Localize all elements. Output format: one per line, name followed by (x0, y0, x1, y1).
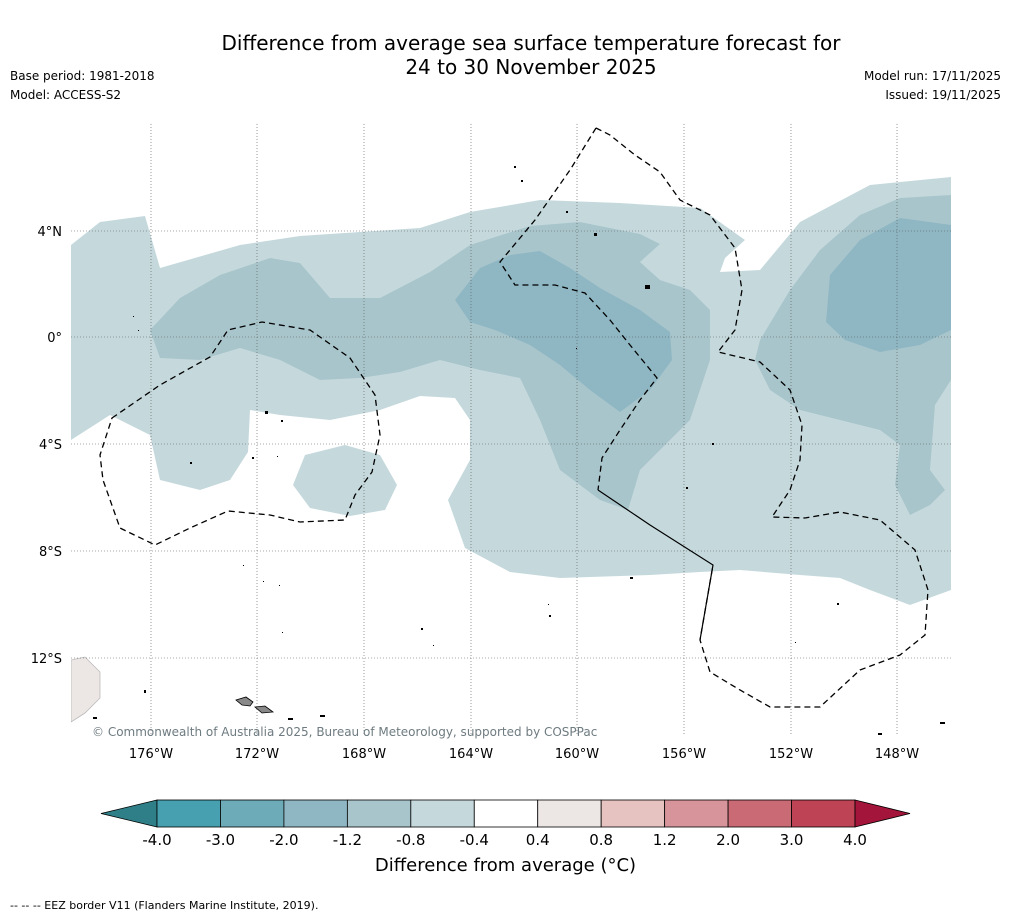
eez-border-tokelau (99, 321, 381, 546)
island-samoa-2 (254, 705, 275, 714)
lat-label-4: 12°S (31, 652, 62, 667)
map-title: Difference from average sea surface temp… (0, 31, 1011, 79)
anomaly-band-light-patch (293, 445, 397, 516)
colorbar-tick-label: -3.0 (206, 831, 235, 849)
lat-label-1: 0° (47, 331, 62, 346)
title-line-2: 24 to 30 November 2025 (405, 55, 657, 79)
colorbar-tick-label: 3.0 (780, 831, 804, 849)
anomaly-band-dark (455, 251, 672, 412)
model-name: Model: ACCESS-S2 (10, 88, 122, 102)
eez-footnote: -- -- -- EEZ border V11 (Flanders Marine… (10, 899, 319, 912)
colorbar-tick-label: -4.0 (142, 831, 171, 849)
lon-label-6: 152°W (769, 747, 813, 762)
colorbar-segment (220, 799, 285, 828)
colorbar-label: Difference from average (°C) (374, 855, 637, 876)
colorbar-segment (791, 799, 856, 828)
colorbar-tick-label: 4.0 (843, 831, 867, 849)
colorbar-over-arrow (854, 799, 911, 828)
lat-label-2: 4°S (39, 438, 62, 453)
colorbar-segment (664, 799, 729, 828)
sst-anomaly-field (71, 177, 951, 723)
issued-date: Issued: 19/11/2025 (885, 88, 1001, 102)
island-samoa (235, 696, 254, 707)
lon-label-0: 176°W (129, 747, 173, 762)
colorbar-title: Difference from average (°C) (0, 855, 1011, 876)
eez-border-kiribati-phoenix (595, 127, 929, 708)
lon-label-3: 164°W (449, 747, 493, 762)
colorbar-segment (410, 799, 475, 828)
colorbar-tick-label: -2.0 (269, 831, 298, 849)
base-period: Base period: 1981-2018 (10, 69, 155, 83)
colorbar-tick-label: -0.8 (396, 831, 425, 849)
lon-label-1: 172°W (235, 747, 279, 762)
lon-labels: 176°W 172°W 168°W 164°W 160°W 156°W 152°… (129, 747, 919, 762)
colorbar-tick-label: 1.2 (653, 831, 677, 849)
colorbar-segment (537, 799, 602, 828)
meta-right: Model run: 17/11/2025 Issued: 19/11/2025 (864, 67, 1001, 105)
lon-label-4: 160°W (555, 747, 599, 762)
colorbar-segment (473, 799, 539, 828)
lon-label-5: 156°W (662, 747, 706, 762)
colorbar-segment (283, 799, 348, 828)
colorbar-segment (600, 799, 666, 828)
gridlines (71, 124, 951, 736)
eez-borders (99, 127, 929, 708)
eez-border-line-central (499, 127, 658, 491)
colorbar-tick-label: -0.4 (460, 831, 489, 849)
colorbar-under-arrow (100, 799, 158, 828)
lat-label-0: 4°N (38, 225, 63, 240)
colorbar-tick-label: -1.2 (333, 831, 362, 849)
lon-label-7: 148°W (875, 747, 919, 762)
colorbar-tick-label: 0.8 (589, 831, 613, 849)
colorbar-segment (727, 799, 792, 828)
anomaly-band-dark-east (826, 218, 951, 352)
model-run: Model run: 17/11/2025 (863, 69, 1001, 83)
atolls (93, 166, 945, 735)
colorbar-tick-label: 0.4 (526, 831, 550, 849)
colorbar-segment (346, 799, 412, 828)
lat-label-3: 8°S (39, 545, 62, 560)
colorbar-tick-label: 2.0 (716, 831, 740, 849)
meta-left: Base period: 1981-2018 Model: ACCESS-S2 (10, 67, 155, 105)
lat-labels: 4°N 0° 4°S 8°S 12°S (31, 225, 62, 667)
colorbar-segment (156, 799, 221, 828)
colorbar: -4.0 -3.0 -2.0 -1.2 -0.8 -0.4 0.4 0.8 1.2 2.0 3.0 4… (100, 799, 911, 849)
land-mass-sw (71, 656, 101, 723)
eez-border-solid (597, 489, 714, 641)
title-line-1: Difference from average sea surface temp… (221, 31, 841, 55)
copyright-notice: © Commonwealth of Australia 2025, Bureau… (92, 725, 597, 739)
lon-label-2: 168°W (342, 747, 386, 762)
